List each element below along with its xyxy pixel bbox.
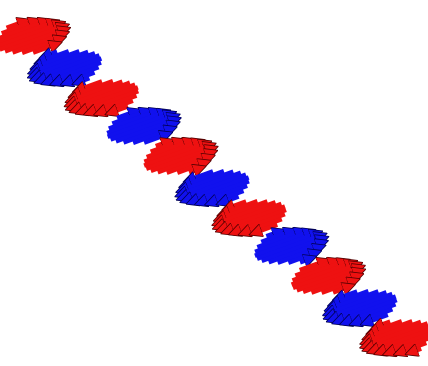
arrow-field: [0, 21, 428, 353]
page-body: (() => { const g = document.getElementBy…: [0, 0, 428, 366]
page: {} html, body { margin: 0; padding: 0; b…: [0, 0, 428, 366]
helix-visualization: [0, 0, 428, 366]
